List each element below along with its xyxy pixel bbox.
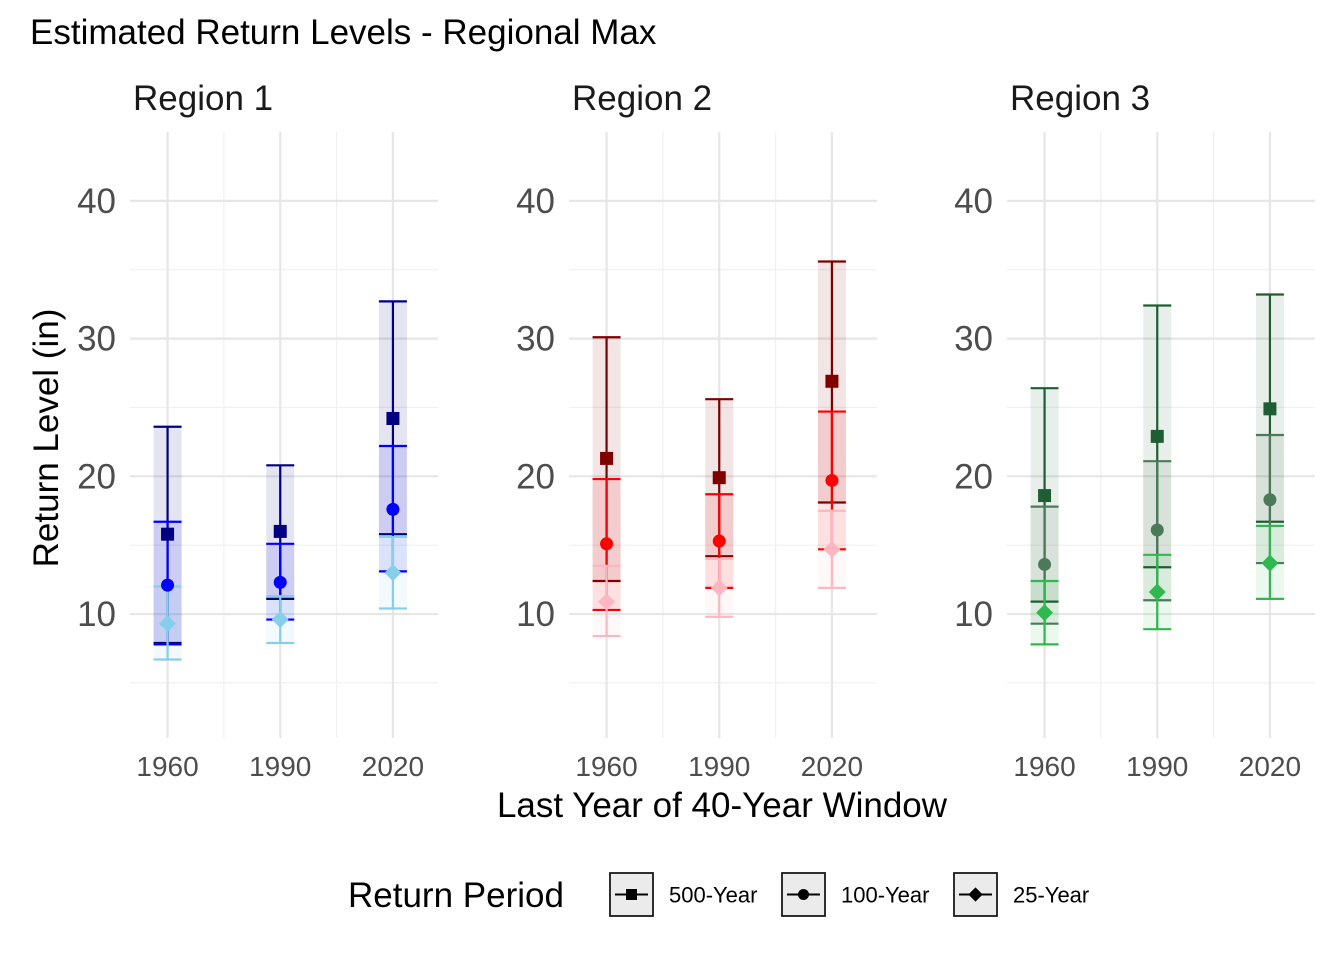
panel-label: Region 2 (572, 79, 712, 118)
panel-3: Region 3 10 20 30 40 1960 1990 2020 (954, 79, 1315, 782)
y-axis-title: Return Level (in) (27, 309, 66, 568)
legend-label: 500-Year (669, 883, 757, 908)
legend-key: 25-Year (953, 872, 1089, 917)
point-circle (273, 575, 287, 589)
point-square (1263, 402, 1277, 416)
y-tick-label: 10 (954, 595, 993, 634)
point-circle (600, 537, 614, 551)
y-tick-label: 40 (77, 182, 116, 221)
point-diamond (710, 579, 728, 597)
point-diamond (823, 540, 841, 558)
x-tick-label: 1960 (1013, 751, 1075, 782)
point-diamond (598, 593, 616, 611)
point-square (1150, 429, 1164, 443)
legend-key: 500-Year (609, 872, 757, 917)
point-diamond (1036, 604, 1054, 622)
point-circle (386, 502, 400, 516)
point-square (1038, 489, 1052, 503)
legend-title: Return Period (348, 876, 564, 915)
legend-keys: 500-Year 100-Year 25-Year (609, 872, 1089, 917)
legend-key: 100-Year (781, 872, 929, 917)
y-tick-label: 20 (954, 457, 993, 496)
y-tick-label: 30 (77, 320, 116, 359)
y-tick-label: 10 (77, 595, 116, 634)
y-tick-label: 20 (77, 457, 116, 496)
panel-label: Region 1 (133, 79, 273, 118)
y-tick-label: 40 (954, 182, 993, 221)
x-tick-label: 2020 (1239, 751, 1301, 782)
point-circle (1263, 493, 1277, 507)
y-tick-label: 30 (954, 320, 993, 359)
point-diamond (1148, 583, 1166, 601)
y-tick-label: 40 (516, 182, 555, 221)
legend-key-square (626, 889, 637, 900)
point-circle (1038, 557, 1052, 571)
panel-1: Region 1 10 20 30 40 1960 1990 2020 (77, 79, 438, 782)
point-circle (161, 578, 175, 592)
legend-label: 100-Year (841, 883, 929, 908)
x-tick-label: 1990 (249, 751, 311, 782)
x-axis-title: Last Year of 40-Year Window (497, 786, 948, 825)
point-square (600, 451, 614, 465)
y-tick-label: 20 (516, 457, 555, 496)
point-diamond (271, 611, 289, 629)
panel-2: Region 2 10 20 30 40 1960 1990 2020 (516, 79, 877, 782)
point-circle (1150, 523, 1164, 537)
panel-label: Region 3 (1010, 79, 1150, 118)
x-tick-label: 1990 (1126, 751, 1188, 782)
point-circle (825, 473, 839, 487)
x-tick-label: 1960 (136, 751, 198, 782)
legend: Return Period 500-Year 100-Year 25-Year (348, 872, 1089, 917)
point-square (161, 527, 175, 541)
point-square (825, 374, 839, 388)
x-tick-label: 2020 (362, 751, 424, 782)
point-diamond (384, 564, 402, 582)
point-square (386, 411, 400, 425)
legend-key-circle (798, 889, 809, 900)
legend-label: 25-Year (1013, 883, 1089, 908)
point-square (712, 471, 726, 485)
y-tick-label: 10 (516, 595, 555, 634)
x-tick-label: 1960 (575, 751, 637, 782)
point-circle (712, 534, 726, 548)
x-tick-label: 1990 (688, 751, 750, 782)
point-square (273, 524, 287, 538)
x-tick-label: 2020 (801, 751, 863, 782)
legend-key-diamond (968, 887, 983, 902)
point-diamond (1261, 554, 1279, 572)
point-diamond (159, 615, 177, 633)
chart-title: Estimated Return Levels - Regional Max (30, 13, 657, 52)
y-tick-label: 30 (516, 320, 555, 359)
